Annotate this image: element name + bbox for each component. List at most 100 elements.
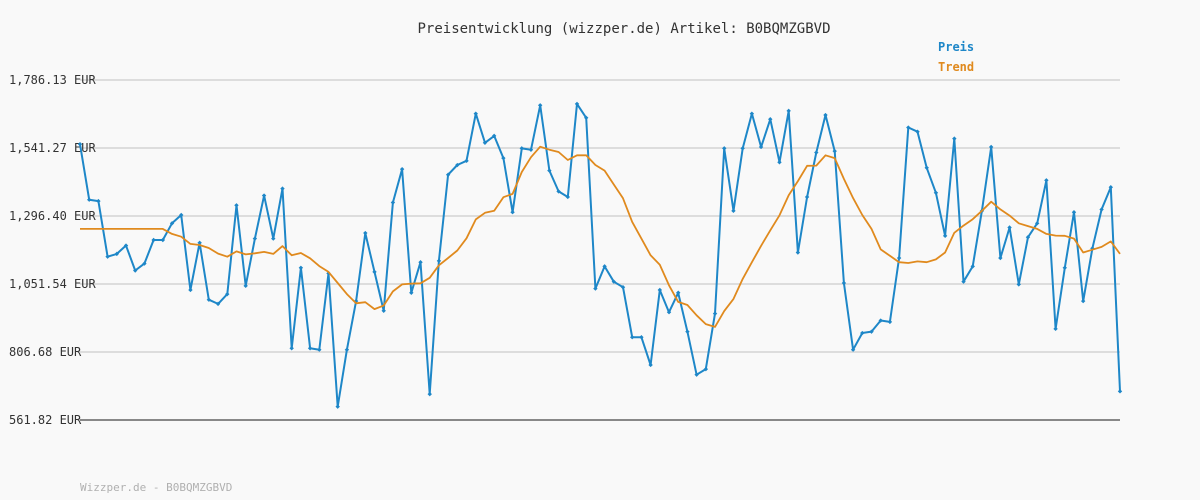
series-line-preis [79,102,1121,408]
data-point-preis [169,221,175,226]
data-point-preis [593,286,598,291]
data-point-preis [1108,185,1113,190]
grid-lines [80,79,1120,421]
data-point-preis [96,198,101,204]
data-point-preis [123,243,129,248]
chart-title: Preisentwicklung (wizzper.de) Artikel: B… [417,21,830,37]
data-point-preis [363,230,368,236]
data-point-preis [142,261,147,266]
data-point-preis [519,146,524,151]
data-point-preis [151,237,156,243]
data-point-preis [832,148,837,154]
data-point-preis [464,158,469,164]
data-point-preis [823,112,828,118]
data-point-preis [547,168,552,173]
data-point-preis [804,194,810,200]
data-point-preis [731,208,736,214]
data-point-preis [694,372,699,377]
data-point-preis [372,269,377,275]
data-point-preis [685,329,690,334]
data-point-preis [666,309,672,315]
data-point-preis [252,236,258,241]
data-point-preis [418,260,423,265]
data-point-preis [915,129,920,134]
data-point-preis [105,254,110,259]
y-tick-label: 1,296.40 EUR [9,209,96,223]
data-point-preis [648,362,653,368]
data-point-preis [335,404,340,409]
data-point-preis [860,330,865,336]
data-point-preis [988,144,994,150]
data-point-preis [482,140,488,145]
data-point-preis [344,347,350,352]
data-point-preis [749,111,755,116]
data-point-preis [1090,246,1095,251]
data-point-preis [1099,207,1104,212]
data-point-preis [1117,389,1123,394]
data-point-preis [473,111,478,116]
data-point-preis [399,166,405,172]
data-point-preis [317,347,322,352]
data-point-preis [574,101,580,107]
data-point-preis [942,233,948,239]
data-point-preis [556,189,561,194]
data-point-preis [657,287,663,293]
data-point-preis [906,125,911,130]
data-point-preis [740,146,745,151]
data-point-preis [179,212,184,218]
data-point-preis [160,237,166,243]
data-point-preis [676,290,681,295]
data-point-preis [445,172,451,177]
data-point-preis [841,280,847,286]
data-point-preis [537,103,543,108]
data-point-preis [1071,210,1077,215]
y-tick-label: 561.82 EUR [9,413,82,427]
data-point-preis [1044,178,1049,183]
data-point-preis [869,329,874,334]
data-point-preis [1007,225,1012,230]
data-point-preis [307,346,313,351]
data-point-preis [1016,282,1021,287]
data-point-preis [261,193,267,198]
data-point-preis [998,255,1003,261]
data-point-preis [1034,221,1040,226]
data-point-preis [896,255,902,261]
data-point-preis [795,250,801,255]
data-point-preis [390,200,396,205]
footer-credit: Wizzper.de - B0BQMZGBVD [80,481,232,494]
data-point-preis [1025,235,1031,240]
data-point-preis [77,141,83,147]
data-point-preis [289,346,294,351]
data-point-preis [206,297,212,302]
data-point-preis [786,108,791,114]
data-point-preis [777,160,782,165]
data-point-preis [87,197,92,202]
data-point-preis [501,155,506,161]
data-point-preis [409,290,414,295]
data-point-preis [768,116,773,122]
data-point-preis [712,311,718,316]
data-point-preis [630,334,635,340]
data-point-preis [961,279,966,284]
data-point-preis [280,186,285,191]
data-point-preis [758,144,764,150]
data-point-preis [510,210,515,215]
data-point-preis [887,319,893,325]
y-tick-label: 1,541.27 EUR [9,141,96,155]
y-tick-label: 1,786.13 EUR [9,73,96,87]
data-point-preis [703,366,709,372]
data-point-preis [243,283,248,289]
y-tick-label: 1,051.54 EUR [9,277,96,291]
data-point-preis [215,301,221,307]
data-point-preis [639,334,644,340]
data-point-preis [611,279,617,284]
data-point-preis [924,165,929,170]
data-point-preis [952,136,957,141]
data-point-preis [491,133,497,139]
data-point-preis [1080,298,1086,304]
data-point-preis [814,150,819,155]
data-point-preis [850,347,856,352]
data-point-preis [1062,265,1067,270]
data-point-preis [427,391,432,397]
legend-item-preis: Preis [938,40,974,54]
